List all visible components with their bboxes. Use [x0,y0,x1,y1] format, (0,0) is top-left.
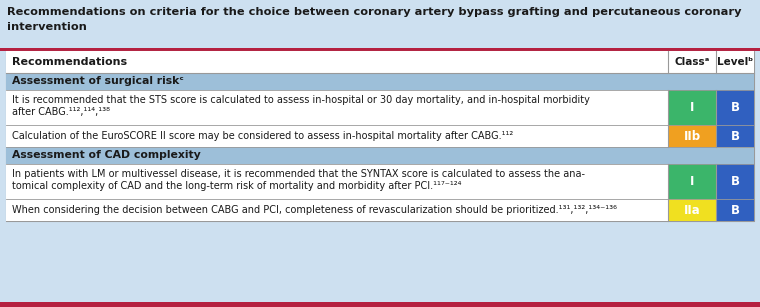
Text: Recommendations on criteria for the choice between coronary artery bypass grafti: Recommendations on criteria for the choi… [7,7,742,17]
Bar [668,90,716,125]
Bar [6,147,754,164]
Text: B: B [730,204,739,216]
Text: In patients with LM or multivessel disease, it is recommended that the SYNTAX sc: In patients with LM or multivessel disea… [12,169,585,179]
Text: B: B [730,175,739,188]
Text: B: B [730,130,739,142]
Text: I: I [690,101,694,114]
Text: Assessment of CAD complexity: Assessment of CAD complexity [12,150,201,161]
Text: Assessment of surgical riskᶜ: Assessment of surgical riskᶜ [12,76,184,87]
Text: B: B [730,101,739,114]
Bar [0,0,760,48]
Bar [668,164,716,199]
Text: tomical complexity of CAD and the long-term risk of mortality and morbidity afte: tomical complexity of CAD and the long-t… [12,181,461,191]
Bar [0,48,760,51]
Bar [0,302,760,307]
Text: IIb: IIb [683,130,701,142]
Bar [6,51,754,73]
Text: after CABG.¹¹²,¹¹⁴,¹³⁸: after CABG.¹¹²,¹¹⁴,¹³⁸ [12,107,110,117]
Bar [668,199,716,221]
Text: I: I [690,175,694,188]
Text: Levelᵇ: Levelᵇ [717,57,753,67]
Bar [6,199,668,221]
Text: When considering the decision between CABG and PCI, completeness of revasculariz: When considering the decision between CA… [12,205,617,215]
Text: Calculation of the EuroSCORE II score may be considered to assess in-hospital mo: Calculation of the EuroSCORE II score ma… [12,131,513,141]
Bar [6,51,754,221]
Bar [716,90,754,125]
Bar [6,125,668,147]
Bar [716,125,754,147]
Text: It is recommended that the STS score is calculated to assess in-hospital or 30 d: It is recommended that the STS score is … [12,95,590,105]
Bar [6,90,668,125]
Bar [668,125,716,147]
Bar [716,164,754,199]
Bar [716,199,754,221]
Bar [6,164,668,199]
Text: intervention: intervention [7,22,87,32]
Text: IIa: IIa [684,204,701,216]
Bar [6,73,754,90]
Text: Recommendations: Recommendations [12,57,127,67]
Text: Classᵃ: Classᵃ [674,57,710,67]
